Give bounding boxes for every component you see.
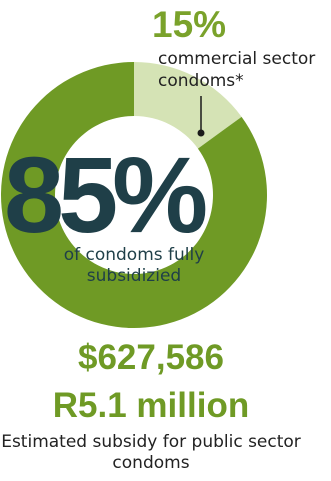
subsidy-caption: Estimated subsidy for public sector cond… [1, 432, 301, 473]
minor-slice-value: 15% [152, 4, 227, 45]
major-slice-label: of condoms fully subsidizied [63, 245, 205, 286]
subsidy-zar: R5.1 million [52, 386, 250, 425]
callout-dot [197, 129, 205, 137]
slice-fully-subsidized [1, 62, 268, 328]
major-slice-value: 85% [4, 134, 208, 255]
minor-slice-label: commercial sector condoms* [158, 49, 316, 91]
subsidy-usd: $627,586 [78, 338, 224, 377]
slice-commercial-sector [134, 62, 242, 149]
